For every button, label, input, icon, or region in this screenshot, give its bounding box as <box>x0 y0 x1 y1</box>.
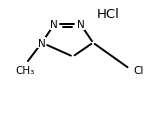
Text: N: N <box>50 20 58 30</box>
Text: N: N <box>38 38 46 48</box>
Text: CH₃: CH₃ <box>15 65 34 75</box>
Text: HCl: HCl <box>97 8 120 21</box>
Text: Cl: Cl <box>133 66 144 76</box>
Text: N: N <box>77 20 84 30</box>
